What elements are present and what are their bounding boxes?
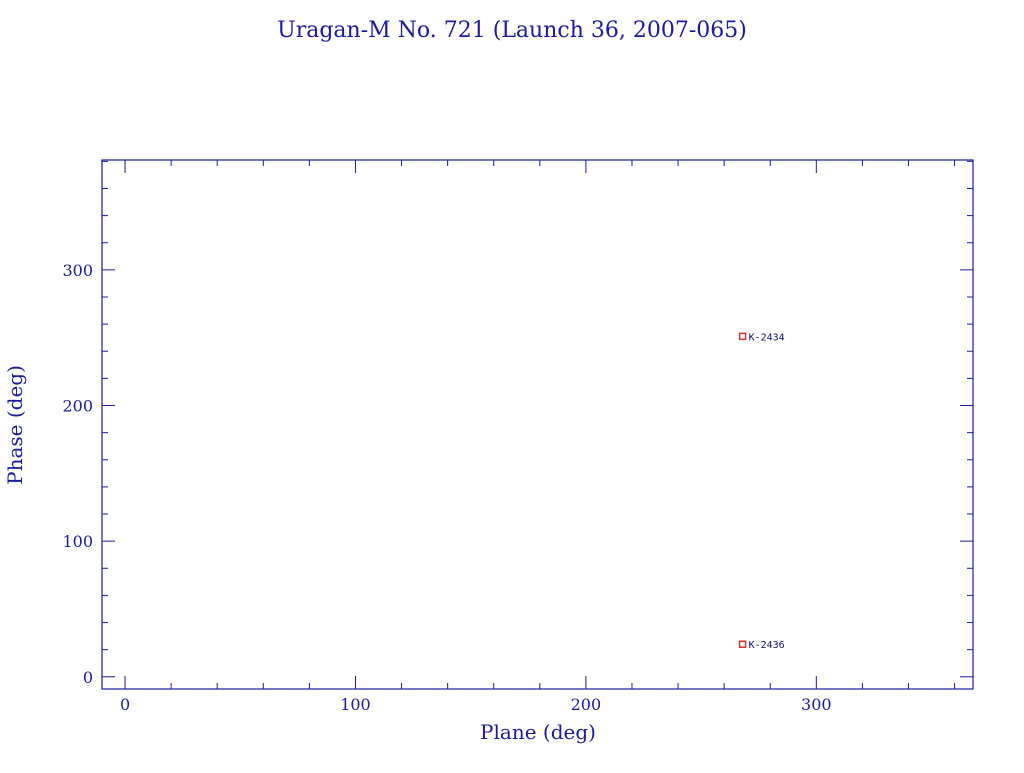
plot-frame: [101, 159, 974, 690]
y-tick-label: 100: [62, 532, 93, 551]
point-marker: [738, 332, 747, 341]
chart-title: Uragan-M No. 721 (Launch 36, 2007-065): [277, 18, 747, 43]
point-marker: [738, 640, 747, 648]
y-tick-label: 300: [62, 261, 93, 280]
point-label: K-2436: [749, 640, 785, 651]
y-axis-label: Phase (deg): [3, 365, 27, 485]
x-axis-label: Plane (deg): [480, 720, 596, 744]
axis-ticks: [102, 160, 973, 689]
x-tick-label: 300: [801, 695, 832, 714]
data-points: K-2434 K-2436: [738, 332, 785, 651]
data-point: K-2436: [738, 640, 785, 651]
point-label: K-2434: [749, 332, 785, 343]
y-tick-label: 200: [62, 397, 93, 416]
x-tick-label: 100: [340, 695, 371, 714]
data-point: K-2434: [738, 332, 785, 343]
y-tick-label: 0: [83, 668, 93, 687]
x-tick-label: 200: [571, 695, 602, 714]
x-tick-label: 0: [120, 695, 130, 714]
axis-tick-labels: 0 100 200 300 0 100 200 300: [62, 261, 831, 714]
